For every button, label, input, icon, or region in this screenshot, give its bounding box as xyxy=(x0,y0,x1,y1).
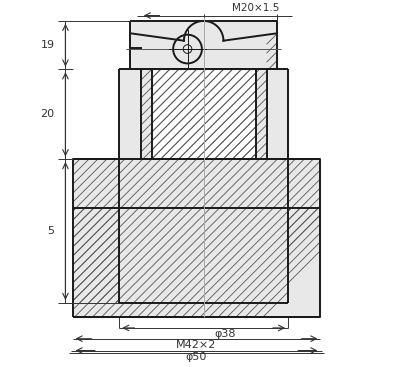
Polygon shape xyxy=(130,21,277,69)
Text: M42×2: M42×2 xyxy=(176,340,217,350)
Polygon shape xyxy=(73,208,320,317)
Text: 20: 20 xyxy=(40,109,55,119)
Polygon shape xyxy=(256,69,288,159)
Text: M20×1.5: M20×1.5 xyxy=(232,3,280,13)
Text: φ38: φ38 xyxy=(215,328,236,339)
Text: 19: 19 xyxy=(40,40,55,50)
Text: φ50: φ50 xyxy=(186,352,207,361)
Text: 5: 5 xyxy=(48,226,55,236)
Polygon shape xyxy=(119,69,152,159)
Polygon shape xyxy=(73,159,320,208)
